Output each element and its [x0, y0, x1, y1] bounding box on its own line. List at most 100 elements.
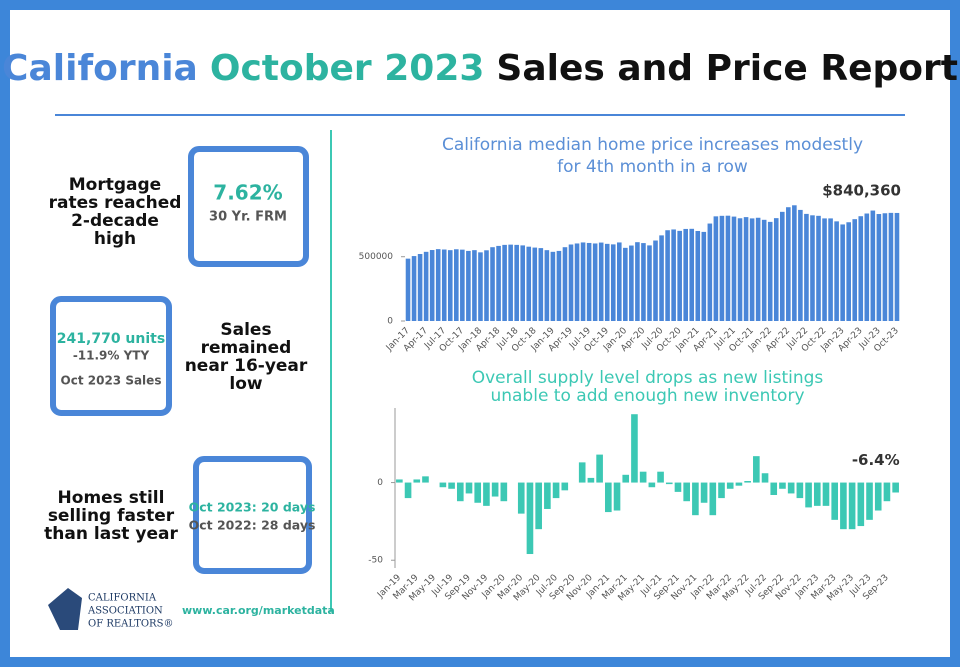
- bar: [538, 248, 544, 321]
- bar: [894, 212, 900, 321]
- bar: [550, 251, 556, 321]
- bar: [888, 212, 894, 321]
- bar: [840, 482, 847, 530]
- bar: [831, 482, 839, 520]
- bar: [405, 258, 411, 321]
- bar: [700, 482, 708, 503]
- bar: [631, 414, 638, 483]
- bar: [761, 219, 767, 321]
- chart-title: California median home price increases m…: [442, 135, 863, 155]
- bar: [556, 250, 562, 321]
- bar: [864, 213, 870, 321]
- bar: [562, 247, 568, 321]
- bar: [731, 216, 737, 321]
- bar: [578, 462, 586, 483]
- bar: [456, 482, 464, 502]
- bar: [454, 249, 459, 321]
- bar: [648, 482, 656, 488]
- bar: [502, 244, 507, 321]
- bar: [448, 482, 455, 489]
- bar: [828, 218, 833, 321]
- bar: [683, 228, 688, 321]
- y-tick-label: -50: [368, 556, 383, 566]
- bar: [544, 250, 550, 321]
- chart-title: for 4th month in a row: [557, 157, 748, 177]
- y-tick-label: 0: [387, 317, 393, 327]
- bar: [876, 214, 882, 321]
- bar: [460, 249, 465, 321]
- bar: [622, 474, 630, 483]
- bar: [857, 482, 865, 527]
- stat-box: [50, 296, 172, 416]
- bar: [725, 215, 731, 321]
- bar: [677, 230, 682, 321]
- caption: rates reached: [49, 193, 182, 213]
- y-tick-label: 0: [377, 478, 383, 488]
- bar: [796, 482, 804, 499]
- bar: [659, 235, 664, 321]
- logo-text: ASSOCIATION: [87, 606, 163, 617]
- caption: 2-decade: [71, 211, 159, 231]
- bar: [639, 471, 647, 483]
- bar: [767, 221, 773, 321]
- bar: [866, 482, 873, 520]
- bar: [840, 224, 845, 321]
- bar: [798, 209, 803, 321]
- note: 30 Yr. FRM: [209, 210, 287, 225]
- title-part: October 2023: [210, 48, 485, 89]
- bar: [726, 482, 734, 489]
- bar: [508, 244, 513, 321]
- stat-box: [188, 146, 309, 267]
- bar: [773, 218, 779, 321]
- value-label: $840,360: [822, 181, 901, 199]
- caption: near 16-year: [185, 356, 308, 376]
- value-label: -6.4%: [852, 451, 900, 469]
- stat-box: [193, 456, 312, 574]
- bar: [753, 456, 760, 483]
- bar: [574, 243, 580, 321]
- bar: [822, 218, 827, 321]
- bar: [779, 211, 785, 321]
- logo-text: OF REALTORS®: [88, 619, 173, 630]
- bar: [713, 216, 719, 321]
- bar: [439, 482, 447, 488]
- bar: [804, 213, 809, 321]
- bar: [787, 482, 795, 494]
- bar: [692, 482, 699, 516]
- bar: [465, 482, 473, 494]
- bar: [472, 250, 477, 321]
- bar: [755, 217, 761, 321]
- caption: selling faster: [48, 506, 175, 526]
- bar: [883, 482, 891, 502]
- logo: CALIFORNIA ASSOCIATION OF REALTORS®: [48, 588, 173, 630]
- current: Oct 2023: 20 days: [189, 500, 316, 515]
- bar: [417, 254, 423, 321]
- bar: [561, 482, 569, 491]
- bar: [834, 221, 839, 321]
- caption: Mortgage: [69, 175, 161, 195]
- bar: [586, 242, 592, 321]
- url: www.car.org/marketdata: [182, 604, 335, 617]
- bar: [657, 471, 664, 483]
- bar: [683, 482, 690, 502]
- bar: [689, 228, 695, 321]
- bar: [520, 245, 526, 321]
- bar: [496, 245, 501, 321]
- stat: 241,770 units: [57, 331, 165, 347]
- bar: [422, 476, 429, 483]
- bar: [743, 217, 749, 321]
- caption: Homes still: [58, 488, 165, 508]
- bar: [514, 244, 519, 321]
- bar: [484, 250, 489, 321]
- bar: [848, 482, 856, 530]
- bar: [737, 218, 743, 321]
- bar: [707, 223, 713, 321]
- bar: [604, 243, 610, 321]
- bar: [596, 454, 603, 483]
- logo-mark: [48, 588, 82, 630]
- caption: Sales: [220, 320, 271, 340]
- bar: [411, 256, 417, 321]
- chart-title: unable to add enough new inventory: [490, 386, 804, 406]
- bar: [526, 482, 534, 555]
